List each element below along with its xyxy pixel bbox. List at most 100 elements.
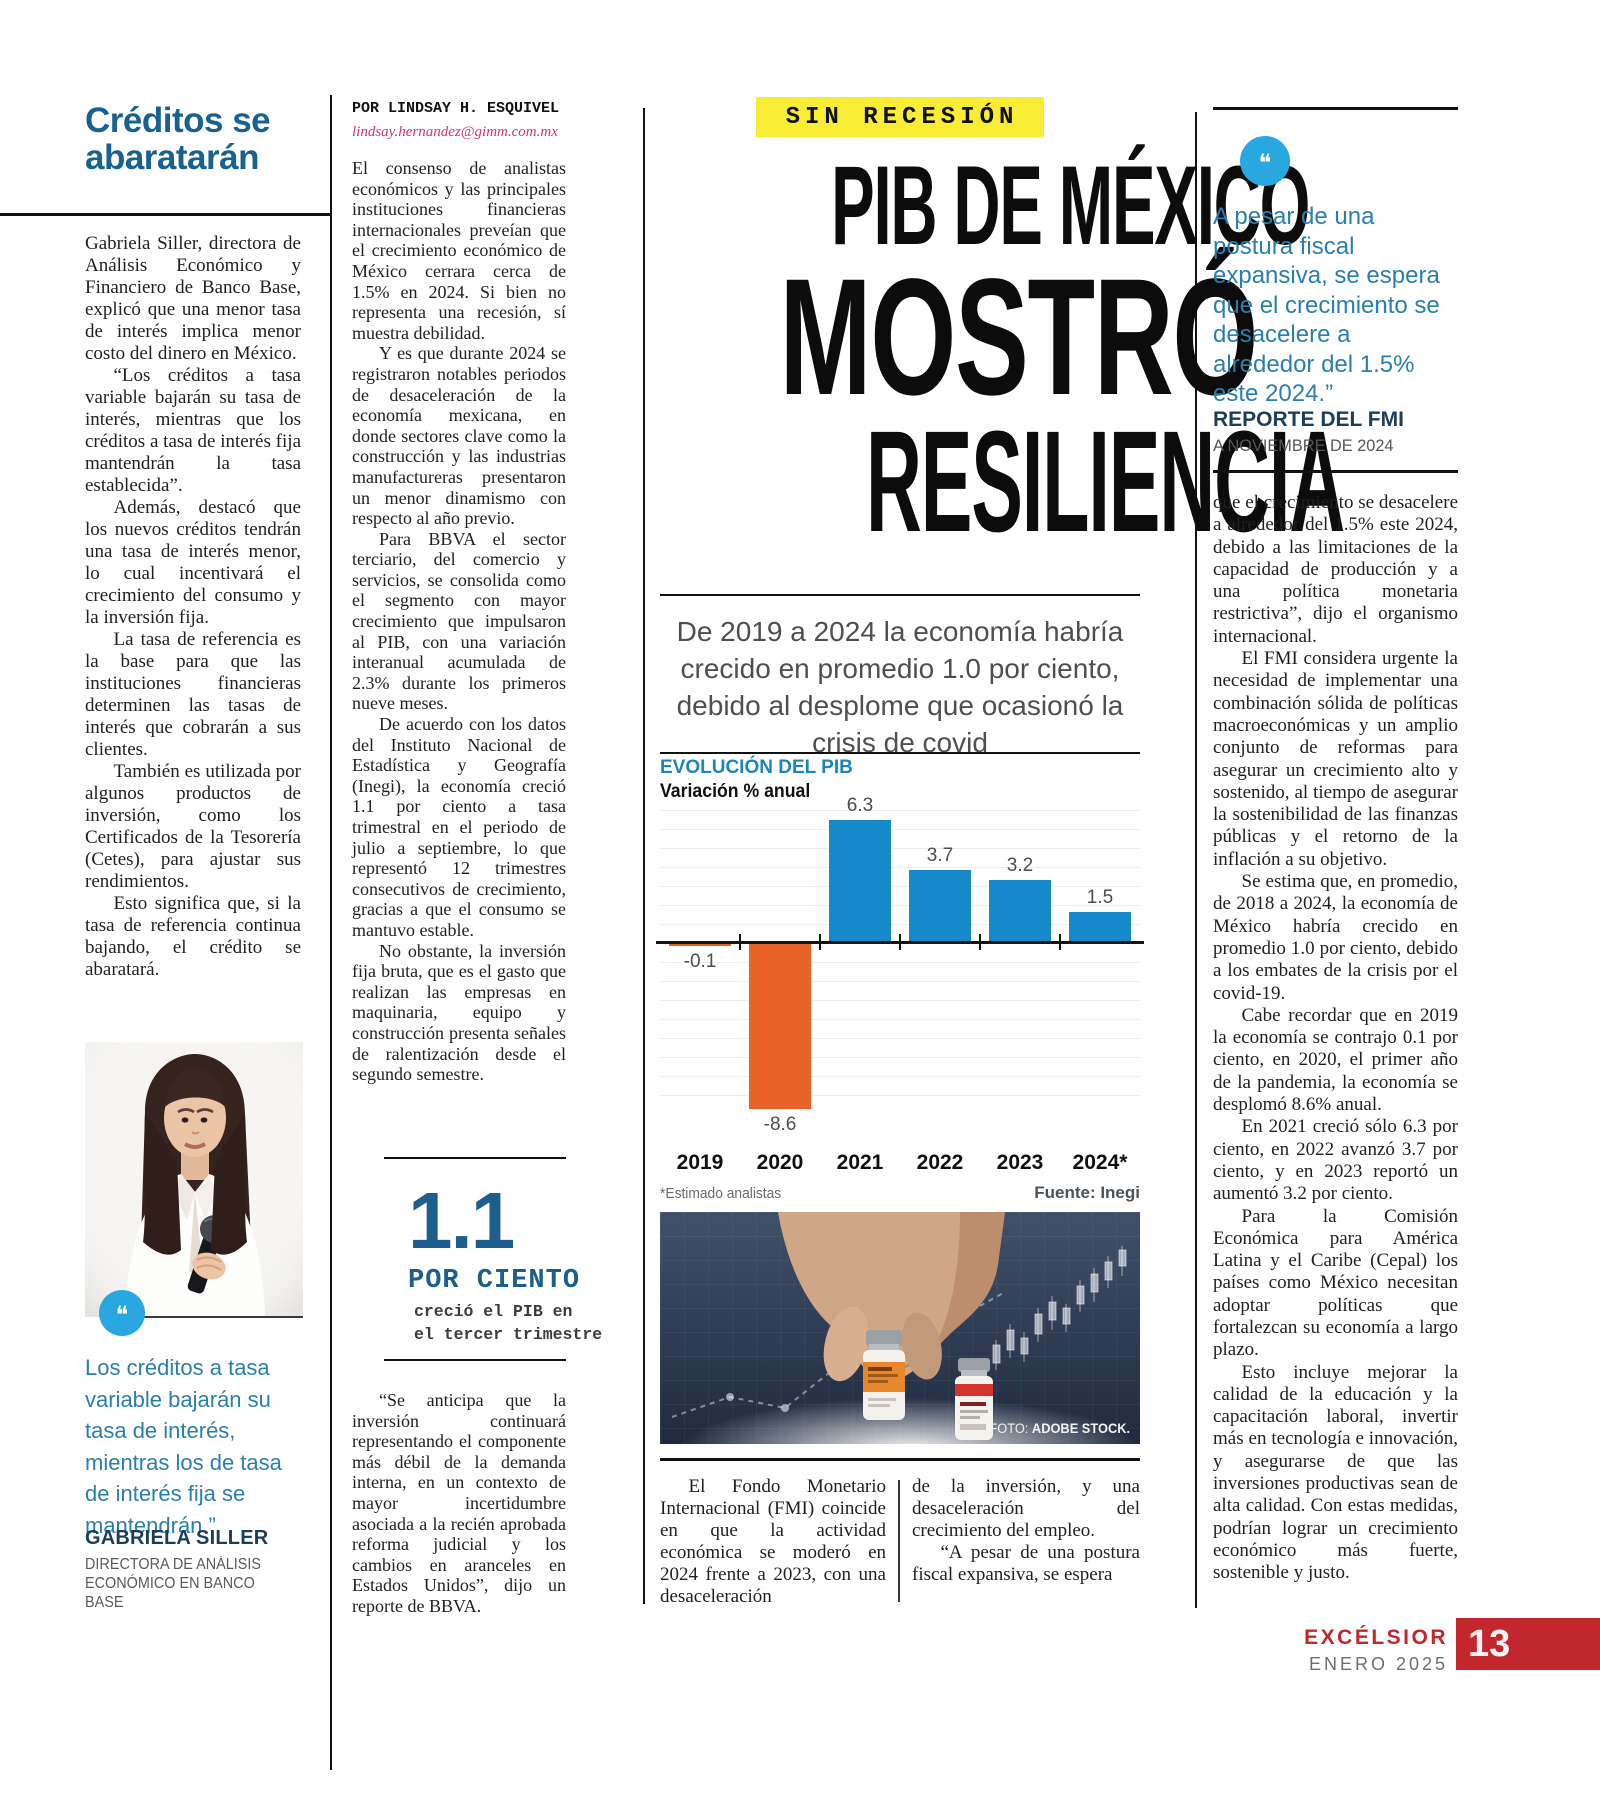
col2-closing-quote: “Se anticipa que la inversión continuará…	[352, 1390, 566, 1616]
paragraph: “Los créditos a tasa variable bajarán su…	[85, 365, 301, 496]
chart-value-label: -0.1	[683, 951, 717, 972]
paragraph: Esto incluye mejorar la calidad de la ed…	[1213, 1361, 1458, 1584]
kicker-wrap: SIN RECESIÓN	[660, 97, 1140, 137]
bottom-columns-divider	[898, 1480, 900, 1602]
chart-category-label: 2019	[676, 1151, 724, 1174]
vaccine-stock-photo: FOTO: ADOBE STOCK.	[660, 1212, 1140, 1502]
column-rule-2	[643, 108, 645, 1604]
paragraph: Para BBVA el sector terciario, del comer…	[352, 528, 566, 714]
axis-tick	[899, 934, 901, 950]
paragraph: También es utilizada por algunos product…	[85, 761, 301, 892]
folio-page-number: 13	[1468, 1622, 1511, 1665]
paragraph: Se estima que, en promedio, de 2018 a 20…	[1213, 871, 1458, 1004]
chart-category-label: 2021	[836, 1151, 884, 1174]
byline-email: lindsay.hernandez@gimm.com.mx	[352, 124, 558, 140]
chart-bar-2019	[669, 944, 731, 946]
quote-icon-right: ❝	[1240, 136, 1290, 186]
chart-source: Fuente: Inegi	[1034, 1183, 1140, 1202]
right-pull-quote: A pesar de una postura fiscal expansiva,…	[1213, 203, 1440, 407]
paragraph: que el crecimiento se desacelere a alred…	[1213, 492, 1458, 647]
col2-closing-quote-wrap: “Se anticipa que la inversión continuará…	[352, 1390, 566, 1617]
paragraph: de la inversión, y una desaceleración de…	[912, 1476, 1140, 1541]
paragraph: Para la Comisión Económica para América …	[1213, 1205, 1458, 1361]
deck-top-rule	[660, 594, 1140, 596]
right-mid-rule	[1213, 470, 1458, 473]
right-article-body: que el crecimiento se desacelere a alred…	[1213, 492, 1458, 1585]
chart-footnote: *Estimado analistas	[660, 1185, 782, 1202]
stat-desc-line1: creció el PIB en	[414, 1302, 573, 1321]
paragraph: El FMI considera urgente la necesidad de…	[1213, 648, 1458, 870]
quote-marks-icon: ❝	[115, 1301, 129, 1329]
chart-bar-2023	[989, 879, 1051, 941]
bottom-col-a: El Fondo Monetario Internacional (FMI) c…	[660, 1476, 886, 1608]
chart-value-label: 1.5	[1086, 887, 1114, 909]
chart-subtitle: Variación % anual	[660, 781, 811, 802]
bottom-col-b: de la inversión, y una desaceleración de…	[912, 1476, 1140, 1586]
paragraph: El consenso de analistas económicos y la…	[352, 158, 566, 343]
headline-line-3: RESILIENCIA	[866, 401, 1345, 562]
photo-credit-agency: ADOBE STOCK.	[1031, 1421, 1130, 1436]
axis-tick	[979, 934, 981, 950]
paragraph: Además, destacó que los nuevos créditos …	[85, 497, 301, 628]
folio-brand: EXCÉLSIOR	[1304, 1626, 1448, 1649]
quote-marks-icon: ❝	[1258, 149, 1272, 177]
portrait-illustration	[85, 1042, 303, 1317]
chart-value-label: 6.3	[846, 795, 874, 817]
paragraph: Gabriela Siller, directora de Análisis E…	[85, 233, 301, 364]
folio: EXCÉLSIOR ENERO 2025	[1198, 1626, 1448, 1675]
chart-bar-2021	[829, 820, 891, 941]
paragraph: “A pesar de una postura fiscal expansiva…	[912, 1542, 1140, 1585]
deck-bottom-rule	[660, 752, 1140, 754]
paragraph: La tasa de referencia es la base para qu…	[85, 629, 301, 760]
bottom-section-rule	[660, 1458, 1140, 1461]
chart-value-label: 3.7	[926, 844, 954, 866]
photo-credit: FOTO: ADOBE STOCK.	[989, 1421, 1130, 1436]
chart-value-label: -8.6	[763, 1114, 797, 1136]
folio-date: ENERO 2025	[1308, 1654, 1448, 1674]
left-article-title: Créditos se abaratarán	[85, 101, 271, 178]
main-headline: PIB DE MÉXICO MOSTRÓ RESILIENCIA	[660, 150, 1345, 554]
headline-line-2: MOSTRÓ	[779, 245, 1258, 430]
paragraph: En 2021 creció sólo 6.3 por ciento, en 2…	[1213, 1116, 1458, 1205]
axis-tick	[819, 934, 821, 950]
stat-unit: POR CIENTO	[408, 1266, 581, 1296]
chart-bar-2020	[749, 944, 811, 1110]
headline-line-1: PIB DE MÉXICO	[831, 143, 1310, 268]
chart-bar-2022	[909, 869, 971, 941]
column-rule-3	[1195, 112, 1197, 1608]
chart-category-label: 2022	[916, 1151, 964, 1174]
chart-bar-2024*	[1069, 912, 1131, 941]
chart-plot-area: -0.1 -8.6 6.3 3.7 3.2 1.5	[656, 795, 1144, 1135]
paragraph: De acuerdo con los datos del Instituto N…	[352, 714, 566, 940]
chart-category-label: 2024*	[1072, 1151, 1128, 1174]
chart-category-label: 2020	[756, 1151, 804, 1174]
stat-desc-line2: el tercer trimestre	[414, 1325, 603, 1344]
left-title-rule	[0, 213, 330, 216]
right-top-rule	[1213, 107, 1458, 110]
vaccine-photo-illustration	[660, 1212, 1140, 1502]
portrait-photo-gabriela-siller	[85, 1042, 303, 1317]
portrait-bottom-rule	[120, 1316, 303, 1318]
stat-top-rule	[384, 1157, 566, 1159]
paragraph: No obstante, la inversión fija bruta, qu…	[352, 940, 566, 1085]
folio-page-box: 13	[1456, 1618, 1600, 1670]
bar-chart: -0.1 -8.6 6.3 3.7 3.2 1.5 2019 2020 2021 2022 202…	[656, 795, 1144, 1210]
stat-description: creció el PIB en el tercer trimestre	[414, 1300, 602, 1346]
deck-text: De 2019 a 2024 la economía habría crecid…	[676, 616, 1124, 758]
right-quote-source-date: A NOVIEMBRE DE 2024	[1213, 436, 1394, 455]
paragraph: Cabe recordar que en 2019 la economía se…	[1213, 1004, 1458, 1116]
byline-author: POR LINDSAY H. ESQUIVEL	[352, 100, 560, 117]
photo-credit-label: FOTO:	[989, 1421, 1032, 1436]
axis-tick	[1059, 934, 1061, 950]
left-article-body: Gabriela Siller, directora de Análisis E…	[85, 233, 301, 981]
left-quote-author: GABRIELA SILLER	[85, 1527, 269, 1549]
axis-tick	[739, 934, 741, 950]
column-rule-1	[330, 95, 332, 1770]
kicker-badge: SIN RECESIÓN	[755, 97, 1045, 137]
quote-icon: ❝	[99, 1290, 145, 1336]
paragraph: Y es que durante 2024 se registraron not…	[352, 343, 566, 529]
bottom-col-a-paragraph: El Fondo Monetario Internacional (FMI) c…	[660, 1476, 886, 1607]
paragraph: Esto significa que, si la tasa de refere…	[85, 893, 301, 980]
chart-category-label: 2023	[996, 1151, 1044, 1174]
